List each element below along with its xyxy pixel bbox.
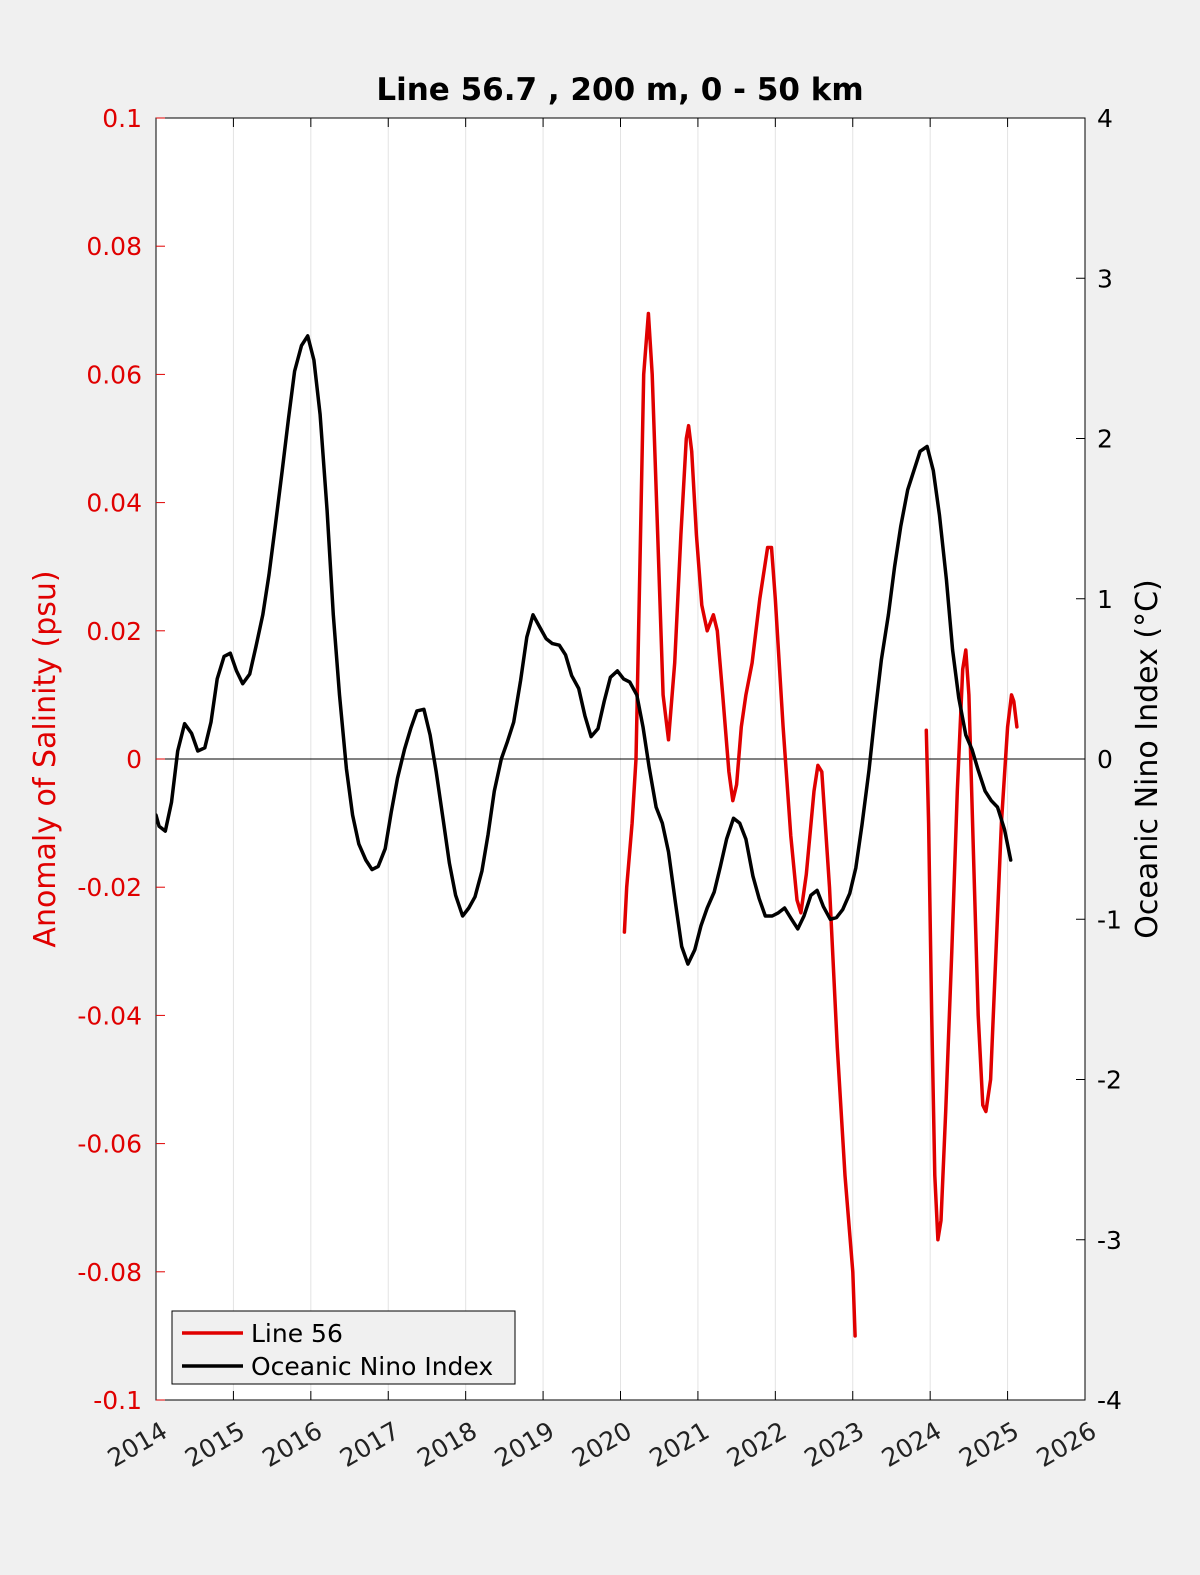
chart-title: Line 56.7 , 200 m, 0 - 50 km [376, 72, 863, 108]
line-56-series-segment-0 [622, 311, 857, 1338]
y-right-tick-label: -2 [1097, 1066, 1122, 1095]
y-right-axis-label: Oceanic Nino Index (°C) [1130, 579, 1165, 939]
legend-label-line-56: Line 56 [251, 1319, 343, 1348]
series-lines [156, 311, 1019, 1338]
y-right-tick-label: -1 [1097, 905, 1122, 934]
y-left-tick-label: 0.02 [86, 617, 142, 646]
legend-label-oni: Oceanic Nino Index [251, 1352, 493, 1381]
y-left-tick-label: -0.02 [77, 873, 142, 902]
y-right-tick-label: 3 [1097, 264, 1113, 293]
y-right-tick-label: 1 [1097, 585, 1113, 614]
y-right-tick-label: -3 [1097, 1226, 1122, 1255]
y-left-tick-label: 0.04 [86, 489, 142, 518]
y-left-axis-label: Anomaly of Salinity (psu) [28, 570, 63, 947]
y-left-tick-label: -0.04 [77, 1001, 142, 1030]
y-right-axis-ticks: 4 3 2 1 0 -1 -2 -3 -4 [1076, 104, 1122, 1415]
legend: Line 56 Oceanic Nino Index [171, 1310, 516, 1385]
legend-box [171, 1310, 516, 1385]
y-right-tick-label: 0 [1097, 745, 1113, 774]
y-right-tick-label: 2 [1097, 425, 1113, 454]
y-left-tick-label: -0.1 [93, 1386, 142, 1415]
y-left-tick-label: 0.06 [86, 360, 142, 389]
line-56-series-segment-1 [924, 648, 1019, 1242]
y-left-tick-label: 0.08 [86, 232, 142, 261]
y-left-axis-ticks: 0.1 0.08 0.06 0.04 0.02 0 -0.02 -0.04 -0.06 -0.08… [77, 104, 165, 1415]
oni-series-segment-0 [156, 334, 1013, 966]
y-left-tick-label: -0.06 [77, 1130, 142, 1159]
y-right-tick-label: -4 [1097, 1386, 1122, 1415]
y-left-tick-label: 0 [126, 745, 142, 774]
y-left-tick-label: 0.1 [102, 104, 142, 133]
y-right-tick-label: 4 [1097, 104, 1113, 133]
y-left-tick-label: -0.08 [77, 1258, 142, 1287]
